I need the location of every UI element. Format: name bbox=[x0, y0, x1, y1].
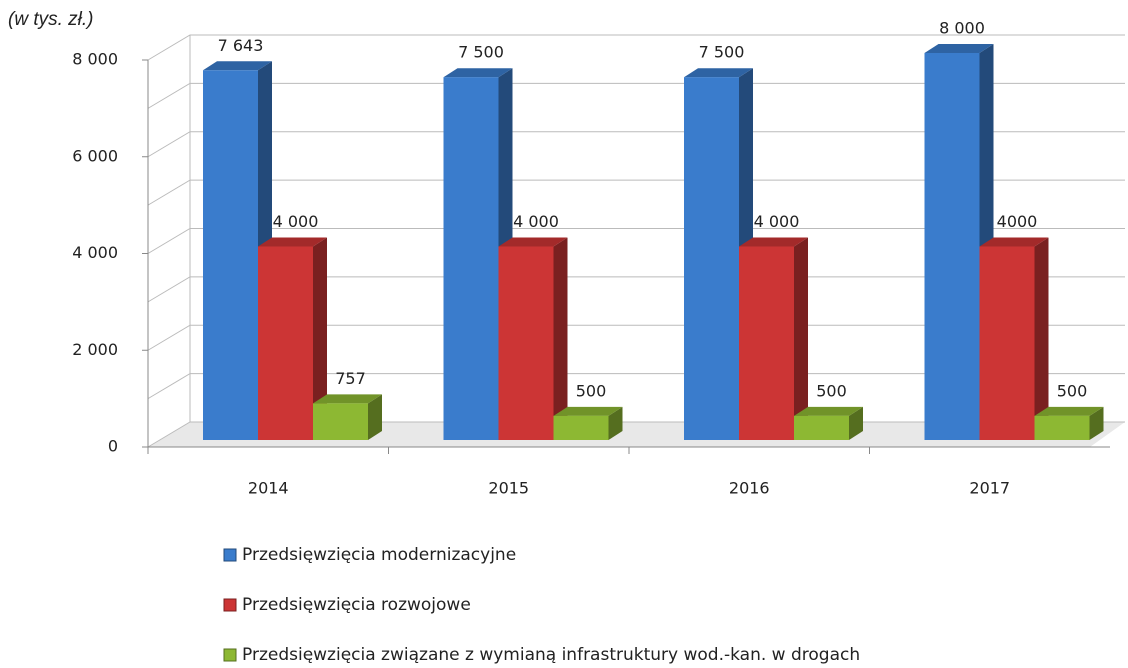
bar-top bbox=[498, 237, 568, 247]
value-label: 500 bbox=[1057, 381, 1088, 400]
x-tick-label: 2016 bbox=[729, 479, 770, 498]
bar-top bbox=[203, 61, 272, 71]
bar-side bbox=[794, 237, 808, 440]
value-label: 4 000 bbox=[513, 212, 559, 231]
bar-side bbox=[553, 237, 568, 440]
legend-swatch bbox=[223, 548, 237, 562]
bar bbox=[498, 237, 568, 440]
bar-side bbox=[608, 406, 623, 440]
bar-top bbox=[794, 406, 863, 416]
legend-label: Przedsięwzięcia związane z wymianą infra… bbox=[242, 645, 860, 665]
bar bbox=[794, 406, 863, 440]
bar-front bbox=[979, 246, 1035, 440]
bar-top bbox=[553, 406, 623, 416]
bar-front bbox=[203, 70, 258, 441]
bar-front bbox=[794, 415, 849, 440]
bar bbox=[203, 61, 272, 441]
bar-front bbox=[498, 246, 554, 440]
bar-side bbox=[849, 406, 863, 440]
bar-top bbox=[684, 68, 753, 78]
bar bbox=[313, 394, 382, 440]
bar-side bbox=[1089, 406, 1104, 440]
y-tick-label: 2 000 bbox=[72, 340, 118, 359]
bar-top bbox=[739, 237, 808, 247]
bar-front bbox=[258, 246, 313, 440]
grid-line bbox=[147, 131, 1125, 158]
bar-front bbox=[924, 53, 980, 440]
grid-line bbox=[147, 82, 1125, 109]
legend-label: Przedsięwzięcia rozwojowe bbox=[242, 595, 471, 615]
value-label: 7 500 bbox=[458, 43, 504, 62]
bar bbox=[979, 237, 1049, 440]
y-tick-label: 0 bbox=[108, 437, 118, 456]
y-tick-label: 4 000 bbox=[72, 243, 118, 262]
value-label: 4 000 bbox=[273, 212, 319, 231]
bar bbox=[1034, 406, 1104, 440]
bar-top bbox=[979, 237, 1049, 247]
bar bbox=[739, 237, 808, 440]
bar-top bbox=[443, 68, 513, 78]
x-tick-label: 2015 bbox=[488, 479, 529, 498]
bar-top bbox=[924, 44, 994, 53]
value-label: 500 bbox=[816, 381, 847, 400]
bar-front bbox=[684, 77, 739, 440]
grid-line bbox=[147, 179, 1125, 206]
bar-front bbox=[739, 246, 794, 440]
grid-line bbox=[147, 34, 1125, 61]
bar-front bbox=[313, 403, 368, 440]
grid-line bbox=[147, 276, 1125, 303]
value-label: 8 000 bbox=[939, 19, 985, 38]
value-label: 757 bbox=[335, 369, 366, 388]
bar bbox=[553, 406, 623, 440]
bar-side bbox=[1034, 237, 1049, 440]
y-tick-label: 6 000 bbox=[72, 146, 118, 165]
bar bbox=[258, 237, 327, 440]
bar-top bbox=[313, 394, 382, 404]
value-label: 7 643 bbox=[218, 36, 264, 55]
bar-top bbox=[1034, 406, 1104, 416]
bar-front bbox=[1034, 415, 1090, 440]
x-tick-label: 2014 bbox=[248, 479, 289, 498]
grid-line bbox=[147, 373, 1125, 400]
bar-front bbox=[553, 415, 609, 440]
legend-swatch bbox=[223, 648, 237, 662]
bar-front bbox=[443, 77, 499, 440]
legend-label: Przedsięwzięcia modernizacyjne bbox=[242, 545, 516, 565]
value-label: 4 000 bbox=[754, 212, 800, 231]
grid-line bbox=[147, 324, 1125, 351]
value-label: 500 bbox=[576, 381, 607, 400]
value-label: 4000 bbox=[997, 212, 1038, 231]
y-tick-label: 8 000 bbox=[72, 50, 118, 69]
legend-swatch bbox=[223, 598, 237, 612]
bar-side bbox=[313, 237, 327, 440]
bar-side bbox=[368, 394, 382, 440]
value-label: 7 500 bbox=[699, 43, 745, 62]
bar-top bbox=[258, 237, 327, 247]
grid-line bbox=[147, 228, 1125, 254]
x-tick-label: 2017 bbox=[969, 479, 1010, 498]
y-axis-label: (w tys. zł.) bbox=[8, 9, 94, 30]
floor bbox=[148, 422, 1125, 447]
